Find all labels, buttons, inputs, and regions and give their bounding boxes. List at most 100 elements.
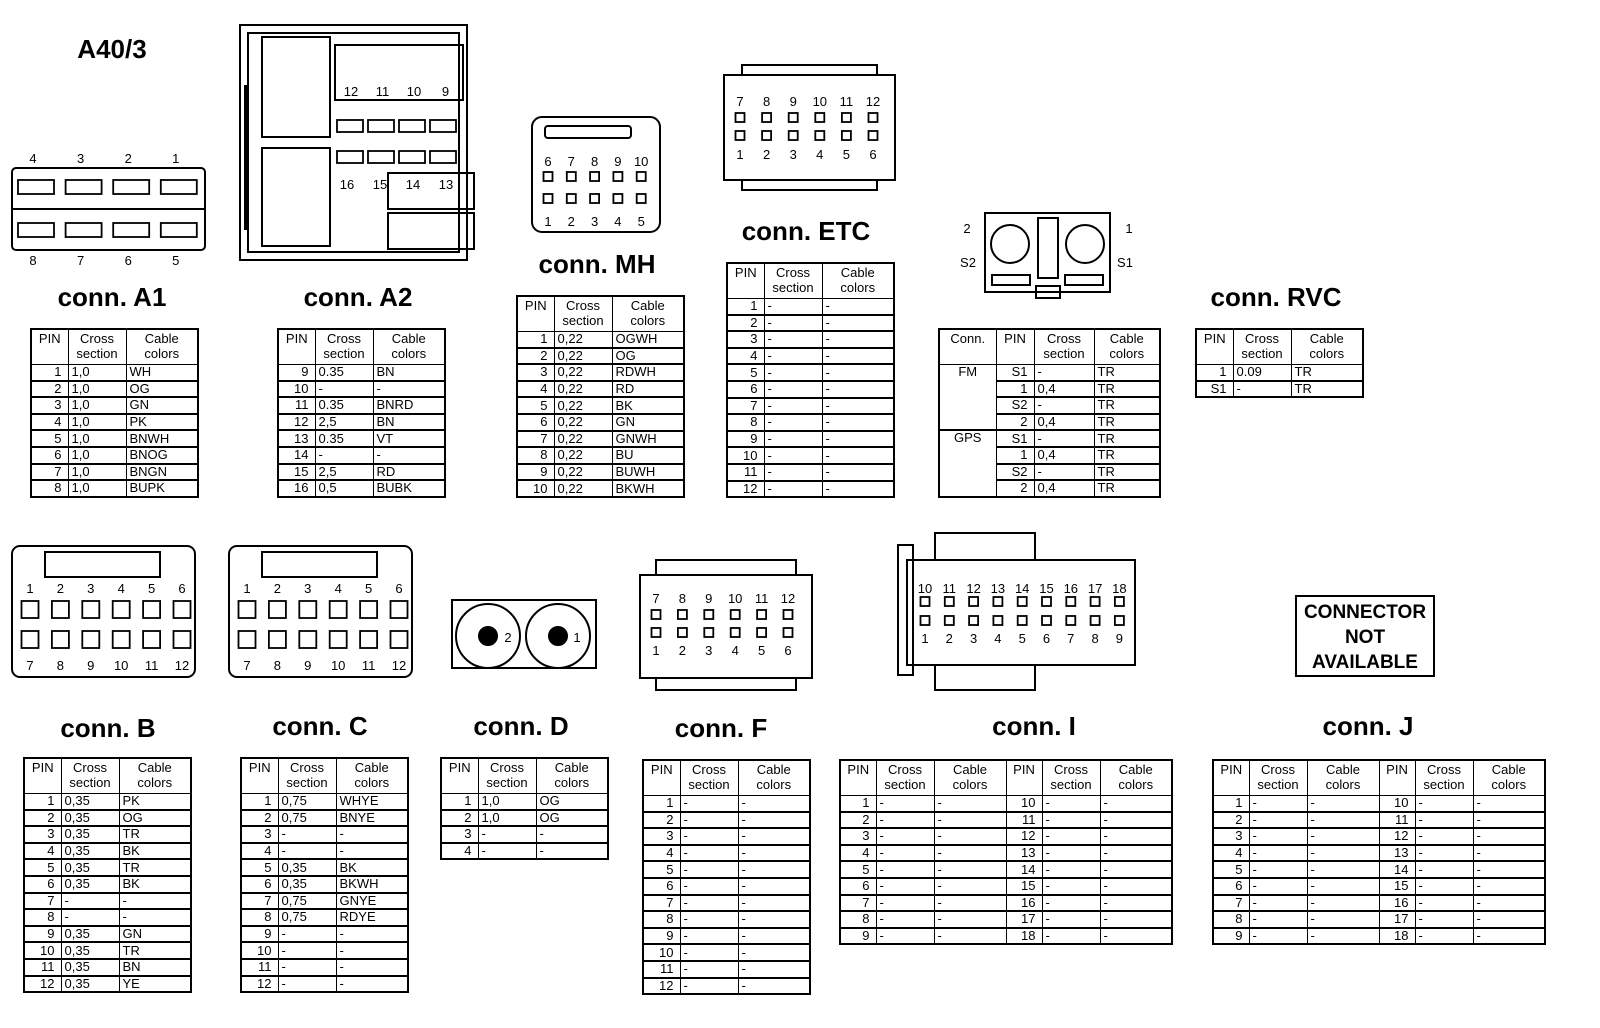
pin-socket (841, 112, 852, 123)
pin-socket (756, 627, 767, 638)
conn-a1-title: conn. A1 (57, 282, 167, 312)
pin-cell: 17 (1005, 911, 1043, 929)
table-row: 6- -15- - (1212, 877, 1546, 896)
cable-color-cell: GN (118, 925, 192, 944)
table-row: 11- - (240, 958, 409, 977)
cable-color-cell: - (737, 894, 811, 913)
pin-table: PIN Cross section Cable colors 1- -2- -3- -4- -… (726, 262, 895, 499)
cable-color-cell: - (737, 877, 811, 896)
pin-socket (172, 600, 192, 619)
pin-cell: 10 (1378, 795, 1416, 813)
cable-color-cell: TR (1093, 463, 1161, 482)
conn-a1-drawing (11, 167, 206, 251)
pin-socket (867, 130, 879, 141)
pin-number-label: 3 (304, 581, 311, 596)
pin-cell: 11 (240, 958, 279, 977)
column-header: PIN (277, 328, 316, 365)
pin-cell: 11 (642, 960, 681, 979)
table-row: 5 0,35 TR (23, 859, 192, 877)
conn-j-pin-table: PIN Cross section Cable colors PIN Cross sec… (1212, 759, 1546, 946)
cross-section-cell: 0,35 (60, 875, 120, 894)
column-header: Cable colors (335, 757, 409, 794)
cross-section-cell: 0,75 (277, 892, 337, 911)
cable-color-cell: - (1099, 911, 1173, 929)
cable-color-cell: - (821, 364, 895, 382)
pin-number-label: 13 (991, 581, 1005, 596)
table-row: 1 1,0 WH (30, 364, 199, 382)
cable-color-cell: TR (1290, 380, 1364, 399)
pin-socket (814, 112, 826, 123)
conn-f-drawing (639, 559, 813, 691)
pin-number-label: 12 (866, 94, 880, 109)
pin-number-label: 4 (994, 631, 1001, 646)
table-row: 1-- (726, 298, 895, 316)
cross-section-cell: 0,22 (553, 430, 613, 449)
pin-socket (1065, 615, 1077, 626)
pin-socket (612, 193, 624, 204)
pin-socket (429, 119, 457, 133)
pin-number-label: 5 (638, 214, 645, 229)
table-row: 6-- (726, 380, 895, 399)
pin-socket (542, 193, 554, 204)
cable-color-cell: TR (118, 826, 192, 844)
pin-number-label: 4 (614, 214, 621, 229)
pin-label: 2 (504, 630, 511, 645)
column-header: Cross section (679, 759, 739, 796)
cable-color-cell: - (737, 811, 811, 830)
pin-cell: 12 (277, 413, 316, 432)
pin-socket (159, 179, 198, 195)
cable-color-cell: - (1099, 828, 1173, 846)
pin-cell: S1 (995, 430, 1035, 448)
cross-section-cell: 0,22 (553, 347, 613, 366)
cable-color-cell: OG (125, 380, 199, 399)
pin-number-label: 4 (732, 643, 739, 658)
conn-i-drawing (897, 532, 1136, 691)
pin-number-label: 5 (758, 643, 765, 658)
pin-socket (389, 600, 409, 619)
table-row: 16 0,5 BUBK (277, 480, 446, 498)
not-available-line: AVAILABLE (1312, 652, 1418, 673)
table-row: 2- -11- - (839, 811, 1173, 830)
pin-socket (1114, 615, 1125, 626)
cable-color-cell: BK (118, 842, 192, 861)
pin-number-label: 2 (946, 631, 953, 646)
pin-number-label: 8 (29, 253, 36, 268)
pin-socket (1016, 615, 1028, 626)
pin-number-label: 16 (1064, 581, 1078, 596)
conn-etc-drawing (723, 64, 896, 191)
table-row: 5- -14- - (1212, 861, 1546, 879)
table-row: 10 0,35 TR (23, 942, 192, 960)
pin-socket (1089, 596, 1101, 607)
pin-socket (1016, 596, 1028, 607)
cable-color-cell: BNWH (125, 430, 199, 448)
column-header: Cable colors (821, 262, 895, 299)
table-row: S2- TR (939, 397, 1161, 415)
cable-color-cell: TR (1093, 397, 1161, 415)
pin-number-label: 11 (376, 84, 390, 99)
pin-number-label: 6 (395, 581, 402, 596)
pin-number-label: 6 (1043, 631, 1050, 646)
column-header: PIN (726, 262, 765, 299)
pin-number-label: 4 (816, 147, 823, 162)
table-row: GPS S1- TR (938, 430, 1161, 498)
pin-socket (111, 600, 131, 619)
conn-c-pin-table: PIN Cross section Cable colors 1 0,75 WHYE 2 0,… (240, 757, 409, 994)
table-row: 3- -12- - (839, 828, 1173, 846)
pin-socket (635, 171, 647, 182)
pin-socket (328, 600, 348, 619)
not-available-line: CONNECTOR (1303, 602, 1427, 623)
page-title: A40/3 (77, 34, 147, 64)
pin-socket (398, 119, 426, 133)
cable-color-cell: - (372, 380, 446, 399)
pin-socket (81, 630, 101, 649)
table-row: 8 0,22 BU (516, 447, 685, 465)
table-row: 11- - (642, 960, 811, 979)
pin-cell: 12 (23, 975, 62, 994)
conn-mh-pin-table: PIN Cross section Cable colors 1 0,22 OGWH 2 0,… (516, 295, 685, 498)
pin-number-label: 10 (813, 94, 827, 109)
table-row: 8-- (642, 911, 811, 929)
not-available-line: NOT (1344, 627, 1386, 648)
pin-cell: 13 (1378, 844, 1416, 863)
pin-label: 1 (1125, 221, 1132, 236)
conn-a2-drawing (239, 24, 475, 261)
